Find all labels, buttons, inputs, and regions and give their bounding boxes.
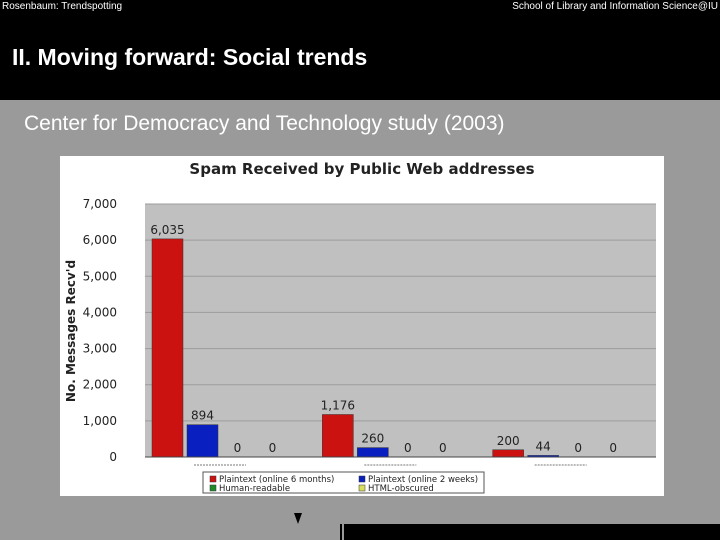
- y-tick-label: 6,000: [83, 233, 117, 247]
- bar-label: 0: [269, 441, 277, 455]
- slide-subtitle: Center for Democracy and Technology stud…: [24, 112, 505, 135]
- y-tick-label: 4,000: [83, 305, 117, 319]
- y-tick-label: 7,000: [83, 197, 117, 211]
- bar-label: 260: [361, 432, 384, 446]
- chart-title: Spam Received by Public Web addresses: [189, 160, 534, 178]
- bar-label: 44: [536, 439, 551, 453]
- chart-legend: Plaintext (online 6 months) Plaintext (on…: [202, 471, 485, 494]
- bar-label: 0: [404, 441, 412, 455]
- footer-bar: [344, 524, 720, 540]
- legend-label: Plaintext (online 6 months): [219, 475, 334, 485]
- legend-swatch: [209, 475, 217, 483]
- footer-divider: [340, 524, 342, 540]
- legend-label: Human-readable: [219, 484, 290, 494]
- bar-label: 1,176: [321, 398, 355, 412]
- plot-area: [145, 204, 656, 457]
- legend-swatch: [209, 484, 217, 492]
- chart-image: Spam Received by Public Web addresses No…: [60, 156, 664, 496]
- legend-label: HTML-obscured: [368, 484, 434, 494]
- footer-left: [0, 524, 340, 540]
- bar-label: 6,035: [150, 223, 184, 237]
- legend-swatch: [358, 484, 366, 492]
- bar-label: 0: [234, 441, 242, 455]
- y-tick-label: 0: [109, 450, 117, 464]
- bar-label: 0: [609, 441, 617, 455]
- legend-label: Plaintext (online 2 weeks): [368, 475, 478, 485]
- slide-header: Rosenbaum: Trendspotting School of Libra…: [0, 0, 720, 100]
- bar-label: 0: [574, 441, 582, 455]
- y-axis-ticks: 0 1,000 2,000 3,000 4,000 5,000 6,000 7,000: [83, 197, 117, 464]
- slide-title: II. Moving forward: Social trends: [12, 44, 368, 70]
- down-arrow-icon[interactable]: [294, 513, 302, 524]
- bars: [151, 238, 559, 458]
- bar-label: 894: [191, 409, 214, 423]
- y-tick-label: 5,000: [83, 269, 117, 283]
- bar: [492, 449, 524, 458]
- bar: [357, 447, 389, 458]
- bar-label: 200: [497, 434, 520, 448]
- y-tick-label: 2,000: [83, 378, 117, 392]
- legend-box: [202, 471, 485, 494]
- bar: [322, 414, 354, 458]
- gridlines: [145, 203, 656, 458]
- bar: [186, 424, 219, 458]
- bar-labels: 6,035 1,176 200 894 260 44 0 0 0 0 0 0: [150, 223, 617, 455]
- bar-label: 0: [439, 441, 447, 455]
- y-axis-label: No. Messages Recv'd: [64, 260, 78, 402]
- bar: [151, 238, 184, 458]
- header-institution: School of Library and Information Scienc…: [512, 1, 718, 12]
- y-tick-label: 1,000: [83, 414, 117, 428]
- legend-swatch: [358, 475, 366, 483]
- header-author: Rosenbaum: Trendspotting: [2, 1, 123, 12]
- y-tick-label: 3,000: [83, 342, 117, 356]
- spam-bar-chart: Spam Received by Public Web addresses No…: [64, 160, 656, 494]
